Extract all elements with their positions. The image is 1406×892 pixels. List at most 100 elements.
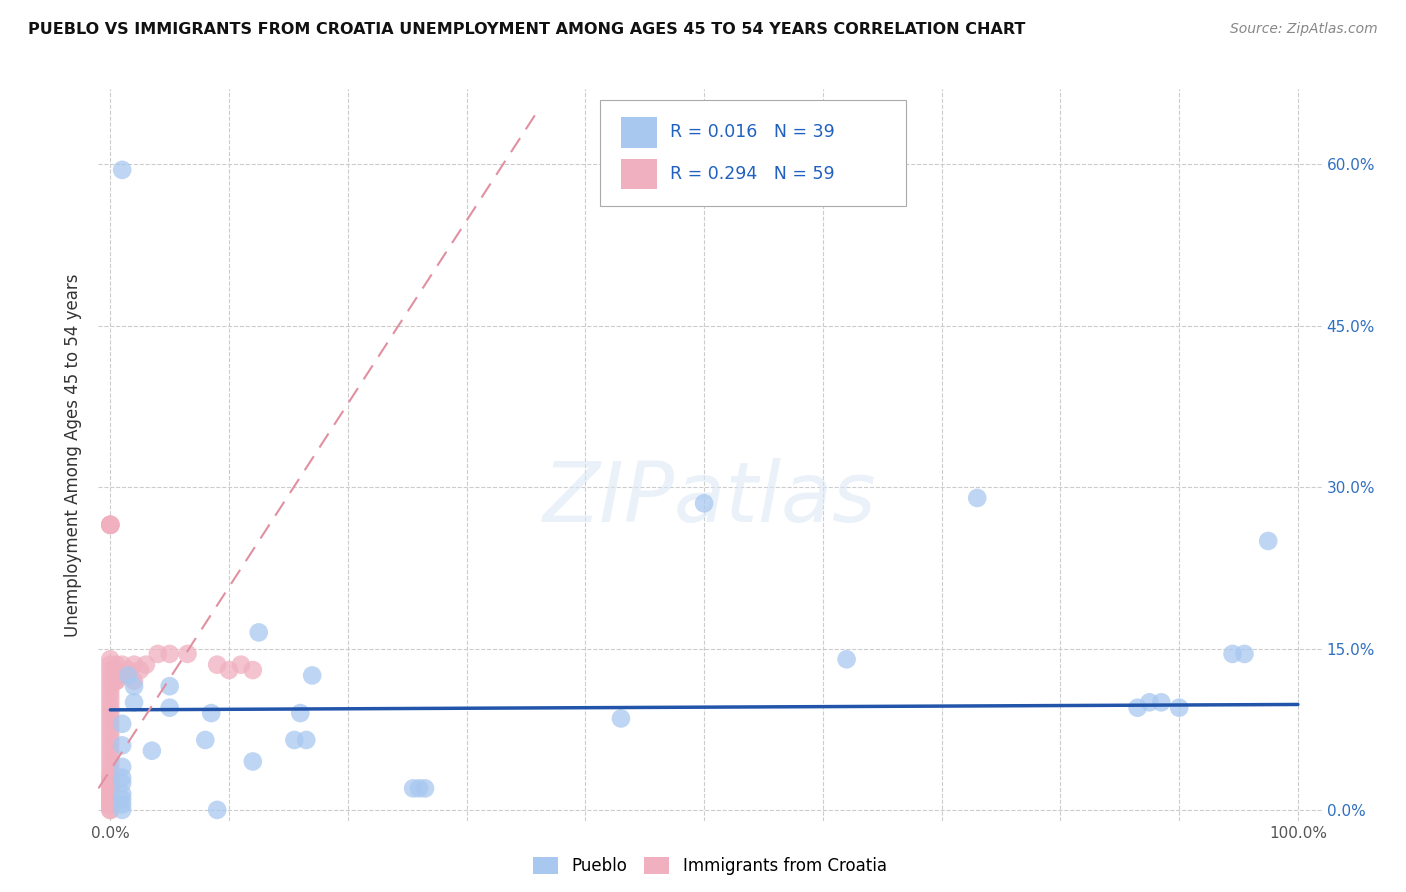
Point — [98, 792, 121, 806]
Point — [111, 792, 134, 806]
Point — [98, 776, 121, 790]
Point — [159, 647, 181, 661]
Point — [205, 657, 228, 672]
Point — [122, 657, 145, 672]
Point — [98, 765, 121, 780]
Bar — [620, 159, 658, 189]
Point — [105, 663, 128, 677]
Point — [98, 663, 121, 677]
Point — [1126, 700, 1149, 714]
Point — [98, 657, 121, 672]
Point — [98, 652, 121, 666]
Point — [98, 781, 121, 796]
Text: PUEBLO VS IMMIGRANTS FROM CROATIA UNEMPLOYMENT AMONG AGES 45 TO 54 YEARS CORRELA: PUEBLO VS IMMIGRANTS FROM CROATIA UNEMPL… — [28, 22, 1025, 37]
Text: R = 0.016   N = 39: R = 0.016 N = 39 — [669, 123, 834, 141]
FancyBboxPatch shape — [600, 100, 905, 206]
Point — [98, 755, 121, 769]
Point — [229, 657, 252, 672]
Point — [98, 760, 121, 774]
Point — [98, 787, 121, 801]
Point — [159, 700, 181, 714]
Point — [98, 690, 121, 704]
Point — [98, 517, 121, 532]
Point — [159, 679, 181, 693]
Point — [200, 706, 222, 720]
Point — [122, 673, 145, 688]
Point — [301, 668, 323, 682]
Text: Source: ZipAtlas.com: Source: ZipAtlas.com — [1230, 22, 1378, 37]
Point — [402, 781, 425, 796]
Point — [408, 781, 430, 796]
Point — [247, 625, 270, 640]
Point — [98, 517, 121, 532]
Point — [98, 781, 121, 796]
Point — [98, 668, 121, 682]
Point — [693, 496, 716, 510]
Point — [98, 728, 121, 742]
Point — [98, 711, 121, 725]
Point — [111, 162, 134, 177]
Point — [117, 663, 139, 677]
Point — [283, 733, 305, 747]
Point — [105, 673, 128, 688]
Point — [105, 668, 128, 682]
Point — [111, 787, 134, 801]
Point — [1139, 695, 1161, 709]
Point — [98, 803, 121, 817]
Point — [610, 711, 633, 725]
Point — [98, 673, 121, 688]
Point — [98, 517, 121, 532]
Point — [176, 647, 198, 661]
Point — [98, 716, 121, 731]
Point — [135, 657, 157, 672]
Text: ZIPatlas: ZIPatlas — [543, 458, 877, 540]
Point — [98, 787, 121, 801]
Point — [835, 652, 858, 666]
Point — [105, 673, 128, 688]
Point — [98, 749, 121, 764]
Point — [111, 771, 134, 785]
Point — [98, 776, 121, 790]
Point — [966, 491, 988, 505]
Point — [98, 792, 121, 806]
Point — [98, 684, 121, 698]
Point — [98, 797, 121, 812]
Point — [98, 733, 121, 747]
Point — [98, 771, 121, 785]
Point — [98, 744, 121, 758]
Point — [295, 733, 318, 747]
Point — [98, 803, 121, 817]
Point — [98, 679, 121, 693]
Point — [1222, 647, 1244, 661]
Point — [98, 739, 121, 753]
Point — [290, 706, 312, 720]
Text: R = 0.294   N = 59: R = 0.294 N = 59 — [669, 165, 834, 183]
Point — [111, 668, 134, 682]
Point — [1150, 695, 1173, 709]
Point — [141, 744, 163, 758]
Point — [242, 755, 264, 769]
Point — [242, 663, 264, 677]
Point — [111, 760, 134, 774]
Point — [218, 663, 240, 677]
Point — [111, 716, 134, 731]
Point — [111, 657, 134, 672]
Point — [1168, 700, 1191, 714]
Bar — [620, 117, 658, 148]
Point — [122, 695, 145, 709]
Point — [122, 679, 145, 693]
Y-axis label: Unemployment Among Ages 45 to 54 years: Unemployment Among Ages 45 to 54 years — [65, 273, 83, 637]
Point — [111, 797, 134, 812]
Point — [98, 771, 121, 785]
Point — [194, 733, 217, 747]
Point — [98, 700, 121, 714]
Point — [1257, 533, 1279, 548]
Point — [98, 706, 121, 720]
Point — [98, 695, 121, 709]
Point — [98, 723, 121, 737]
Point — [105, 657, 128, 672]
Point — [146, 647, 169, 661]
Point — [111, 776, 134, 790]
Legend: Pueblo, Immigrants from Croatia: Pueblo, Immigrants from Croatia — [527, 850, 893, 882]
Point — [129, 663, 152, 677]
